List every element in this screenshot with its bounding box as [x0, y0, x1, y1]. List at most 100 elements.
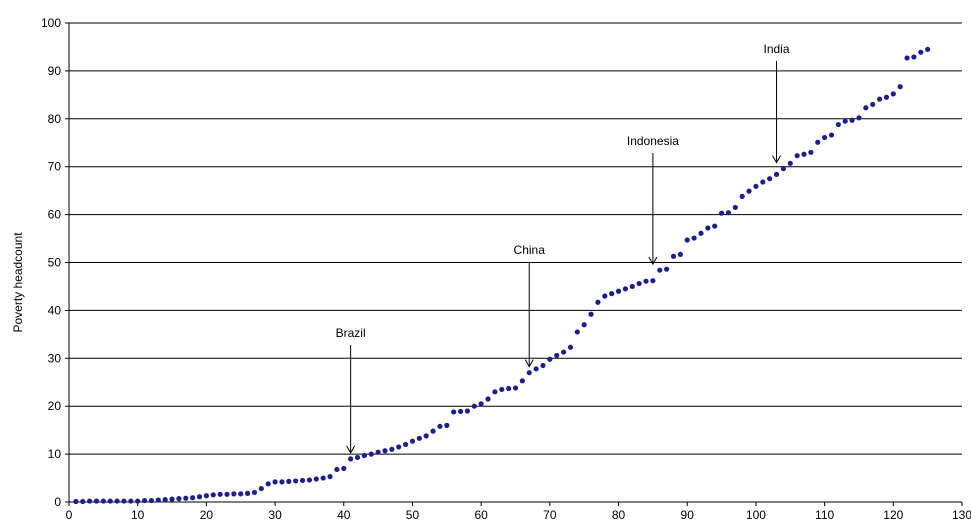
- data-point: [650, 278, 656, 284]
- data-point: [238, 491, 244, 497]
- data-point: [636, 280, 642, 287]
- x-tick-label: 130: [952, 508, 971, 522]
- data-point: [787, 160, 793, 166]
- data-point: [437, 423, 443, 429]
- data-point: [327, 474, 333, 480]
- x-tick-label: 70: [543, 508, 557, 522]
- x-tick-label: 40: [337, 508, 351, 522]
- annotation-arrow-head: [772, 155, 781, 164]
- data-point: [162, 497, 168, 503]
- x-tick-label: 120: [883, 508, 903, 522]
- data-point: [306, 477, 313, 483]
- data-point: [73, 498, 79, 505]
- x-tick-label: 50: [406, 508, 420, 522]
- data-point: [444, 422, 450, 428]
- y-tick-label: 100: [41, 16, 61, 30]
- y-tick-label: 40: [48, 303, 62, 317]
- data-point: [368, 451, 374, 457]
- data-point: [361, 452, 367, 459]
- data-point: [712, 223, 718, 229]
- data-point: [396, 444, 402, 450]
- data-point: [643, 278, 649, 284]
- annotation-label: China: [514, 243, 546, 257]
- data-point: [87, 498, 93, 504]
- data-point: [684, 237, 690, 243]
- y-tick-label: 70: [48, 160, 62, 174]
- axes: [65, 22, 963, 506]
- data-point: [320, 475, 326, 481]
- y-tick-labels: 0 10 20 30 40 50 60 70 80 90 100: [41, 16, 61, 509]
- data-point: [451, 409, 457, 415]
- data-point: [691, 235, 697, 241]
- data-point: [739, 193, 745, 199]
- annotation-label: India: [764, 42, 790, 56]
- data-point: [526, 370, 532, 376]
- x-tick-label: 30: [268, 508, 282, 522]
- x-tick-label: 10: [131, 508, 145, 522]
- data-point: [107, 498, 113, 504]
- x-tick-label: 60: [474, 508, 488, 522]
- data-point: [911, 54, 917, 60]
- data-point: [471, 403, 477, 409]
- data-point: [664, 266, 670, 272]
- data-point: [533, 366, 539, 372]
- y-tick-label: 0: [54, 495, 61, 509]
- data-point: [753, 183, 759, 189]
- data-point: [629, 283, 635, 290]
- data-point: [286, 478, 292, 485]
- annotation-label: Brazil: [336, 326, 366, 340]
- data-point: [492, 389, 498, 395]
- data-point: [114, 498, 120, 504]
- data-point: [512, 385, 519, 391]
- data-point: [155, 497, 161, 503]
- data-point: [279, 479, 285, 485]
- data-point: [341, 465, 347, 472]
- x-tick-label: 20: [200, 508, 214, 522]
- data-point: [883, 94, 890, 100]
- data-point: [382, 448, 388, 454]
- data-point: [746, 188, 752, 194]
- annotation-arrow-head: [648, 256, 658, 266]
- data-point: [375, 449, 381, 455]
- annotations: Brazil China Indonesia India: [336, 42, 790, 454]
- data-point: [828, 132, 835, 138]
- data-point: [890, 91, 896, 97]
- data-point: [251, 489, 258, 496]
- data-point: [863, 105, 869, 111]
- data-point: [609, 291, 615, 297]
- y-tick-label: 10: [48, 447, 62, 461]
- data-point: [224, 491, 230, 497]
- x-tick-label: 0: [66, 508, 73, 522]
- data-point: [567, 344, 574, 350]
- y-tick-label: 60: [48, 208, 62, 222]
- y-tick-label: 80: [48, 112, 62, 126]
- data-points: [73, 46, 931, 505]
- y-tick-label: 30: [48, 351, 62, 365]
- data-point: [313, 476, 319, 482]
- data-point: [767, 176, 773, 182]
- annotation-arrow-head: [346, 445, 356, 454]
- data-point: [835, 121, 841, 128]
- annotation-arrow-head: [524, 359, 534, 368]
- y-axis-title: Poverty headcount: [11, 232, 25, 333]
- data-point: [670, 253, 677, 259]
- data-point: [299, 477, 306, 484]
- x-tick-labels: 0 10 20 30 40 50 60 70 80 90 100 110 120 130: [66, 508, 971, 522]
- x-tick-label: 100: [746, 508, 766, 522]
- data-point: [918, 49, 924, 55]
- data-point: [121, 498, 127, 504]
- x-tick-label: 90: [681, 508, 695, 522]
- gridlines: [69, 22, 962, 455]
- data-point: [849, 117, 855, 123]
- data-point: [190, 495, 196, 501]
- data-point: [258, 485, 264, 492]
- data-point: [657, 267, 663, 273]
- data-point: [348, 456, 354, 462]
- data-point: [354, 454, 361, 461]
- data-point: [93, 498, 100, 504]
- data-point: [519, 378, 525, 384]
- data-point: [815, 139, 821, 145]
- data-point: [485, 396, 491, 402]
- data-point: [402, 441, 409, 448]
